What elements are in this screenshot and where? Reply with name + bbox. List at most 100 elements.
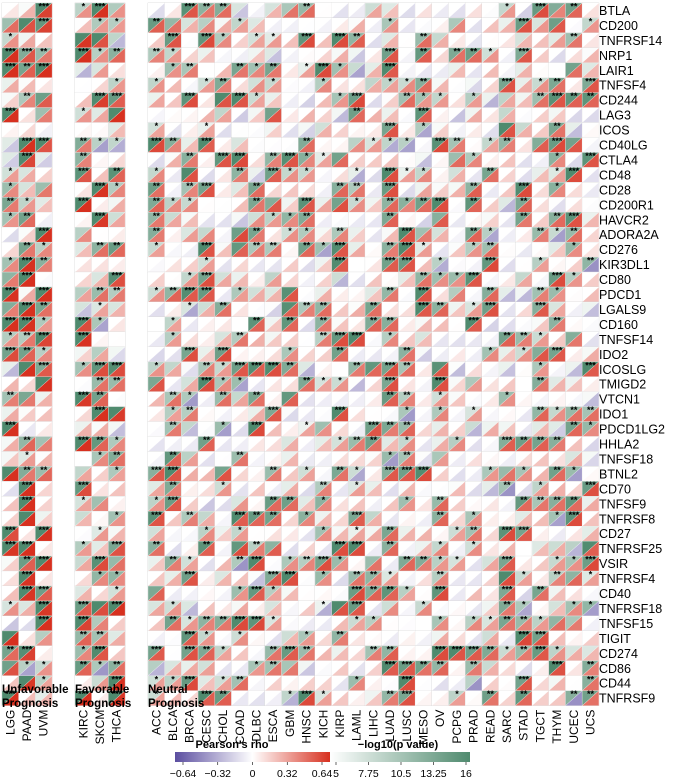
significance-mark: *** — [22, 495, 33, 505]
significance-mark: *** — [111, 271, 122, 281]
cell-TNFRSF14-HNSC: *** — [297, 31, 316, 49]
cell-TNFSF4-HNSC — [297, 77, 316, 94]
significance-mark: *** — [38, 555, 49, 565]
cell-KIR3DL1-LAML — [348, 256, 366, 273]
cell-CD200-GBM — [281, 17, 299, 34]
cell-CD80-HNSC — [297, 271, 316, 288]
significance-mark: ** — [353, 181, 361, 191]
significance-mark: ** — [286, 360, 294, 370]
significance-mark: *** — [318, 61, 329, 71]
significance-mark: ** — [97, 286, 105, 296]
cell-TNFRSF9-LGG: *** — [1, 689, 20, 706]
significance-mark: *** — [318, 555, 329, 565]
cell-CD276-LIHC — [364, 241, 383, 258]
cell-CD200R1-UVM — [35, 197, 53, 213]
significance-mark: *** — [235, 91, 246, 101]
cell-CD244-OV: * — [431, 91, 449, 108]
cell-HAVCR2-CHOL — [214, 211, 232, 228]
significance-mark: *** — [22, 136, 33, 146]
cell-TNFRSF4-BRCA: *** — [181, 570, 199, 587]
cell-CD70-LIHC — [364, 481, 383, 497]
cell-BTLA-CESC: ** — [197, 2, 216, 19]
cell-BTLA-GBM — [281, 2, 299, 19]
cell-LAG3-KIRP — [331, 107, 349, 123]
significance-mark: *** — [38, 600, 49, 610]
cell-HAVCR2-KIRC — [74, 211, 93, 228]
significance-mark: *** — [418, 465, 429, 475]
significance-mark: *** — [385, 121, 396, 131]
significance-mark: * — [355, 196, 359, 206]
cell-BTLA-LIHC — [364, 2, 383, 19]
significance-mark: ** — [320, 330, 328, 340]
cell-VSIR-KIRP: * — [331, 555, 349, 572]
cell-TNFRSF8-ACC: *** — [147, 510, 166, 527]
significance-mark: * — [405, 435, 409, 445]
cell-ADORA2A-COAD — [231, 226, 249, 243]
cell-TNFRSF8-MESO — [414, 510, 433, 527]
significance-mark: ** — [253, 241, 261, 251]
significance-mark: *** — [418, 286, 429, 296]
cell-TNFRSF14-OV — [431, 32, 449, 49]
significance-mark: *** — [111, 360, 122, 370]
significance-mark: *** — [168, 31, 179, 41]
cell-LAG3-CHOL — [214, 107, 232, 123]
cell-BTLA-PCPG — [448, 2, 466, 19]
cell-CD244-THCA: *** — [108, 91, 126, 108]
cell-BTLA-LAML — [348, 2, 366, 19]
significance-mark: *** — [22, 480, 33, 490]
cell-LGALS9-BRCA: * — [181, 301, 199, 318]
cell-CD86-KIRC: ** — [74, 659, 93, 677]
cell-CD48-HNSC: * — [297, 166, 316, 183]
significance-mark: * — [171, 405, 175, 415]
significance-mark: * — [255, 91, 259, 101]
significance-mark: *** — [38, 525, 49, 535]
significance-mark: *** — [22, 540, 33, 550]
cell-CD200R1-THCA — [108, 197, 126, 213]
cell-CD274-LAML — [348, 645, 366, 662]
significance-mark: * — [171, 330, 175, 340]
cell-CD274-UVM — [35, 645, 53, 662]
significance-mark: *** — [402, 689, 413, 699]
cell-NRP1-CHOL — [214, 47, 232, 64]
significance-mark: *** — [168, 465, 179, 475]
significance-mark: * — [355, 480, 359, 490]
cell-LAG3-LUSC — [398, 107, 416, 123]
significance-mark: ** — [113, 46, 121, 56]
cell-KIR3DL1-UVM: ** — [35, 256, 53, 273]
significance-mark: * — [98, 659, 102, 669]
cell-TNFRSF4-GBM: *** — [281, 570, 299, 587]
significance-mark: * — [388, 136, 392, 146]
cell-CD160-PAAD: *** — [18, 315, 36, 333]
cell-KIR3DL1-KIRP: *** — [331, 256, 349, 273]
significance-mark: ** — [403, 420, 411, 430]
significance-mark: * — [355, 465, 359, 475]
cell-CD80-LAML — [348, 271, 366, 288]
cell-CD70-BRCA — [181, 481, 199, 497]
cell-CD70-UVM — [35, 481, 53, 497]
cell-TNFSF18-GBM — [281, 451, 299, 467]
cell-TNFSF14-THCA — [108, 331, 126, 348]
cell-CD28-CESC: *** — [197, 181, 216, 198]
cell-TNFSF9-MESO — [414, 496, 433, 512]
significance-mark: * — [188, 271, 192, 281]
cell-TNFRSF18-PAAD — [18, 600, 36, 617]
cell-TNFSF9-CHOL — [214, 496, 232, 512]
cell-CD70-SKCM — [91, 481, 109, 497]
cell-TNFSF15-THCA — [108, 615, 126, 632]
cell-TNFSF15-LUAD — [381, 615, 399, 632]
significance-mark: ** — [220, 390, 228, 400]
cell-KIR3DL1-LUSC: *** — [398, 256, 416, 273]
cell-BTNL2-GBM — [281, 466, 299, 482]
significance-mark: ** — [353, 570, 361, 580]
cell-TNFSF14-PAAD: ** — [18, 330, 36, 348]
significance-mark: * — [405, 136, 409, 146]
significance-mark: ** — [170, 555, 178, 565]
cell-TMIGD2-COAD: * — [231, 375, 249, 393]
cell-IDO2-BRCA: *** — [181, 345, 199, 363]
cell-CD48-OV — [431, 167, 449, 183]
significance-mark: *** — [95, 181, 106, 191]
cell-TNFRSF4-SKCM: * — [91, 570, 109, 587]
cell-PDCD1LG2-HNSC: * — [297, 420, 316, 437]
significance-mark: * — [98, 570, 102, 580]
significance-mark: * — [305, 465, 309, 475]
